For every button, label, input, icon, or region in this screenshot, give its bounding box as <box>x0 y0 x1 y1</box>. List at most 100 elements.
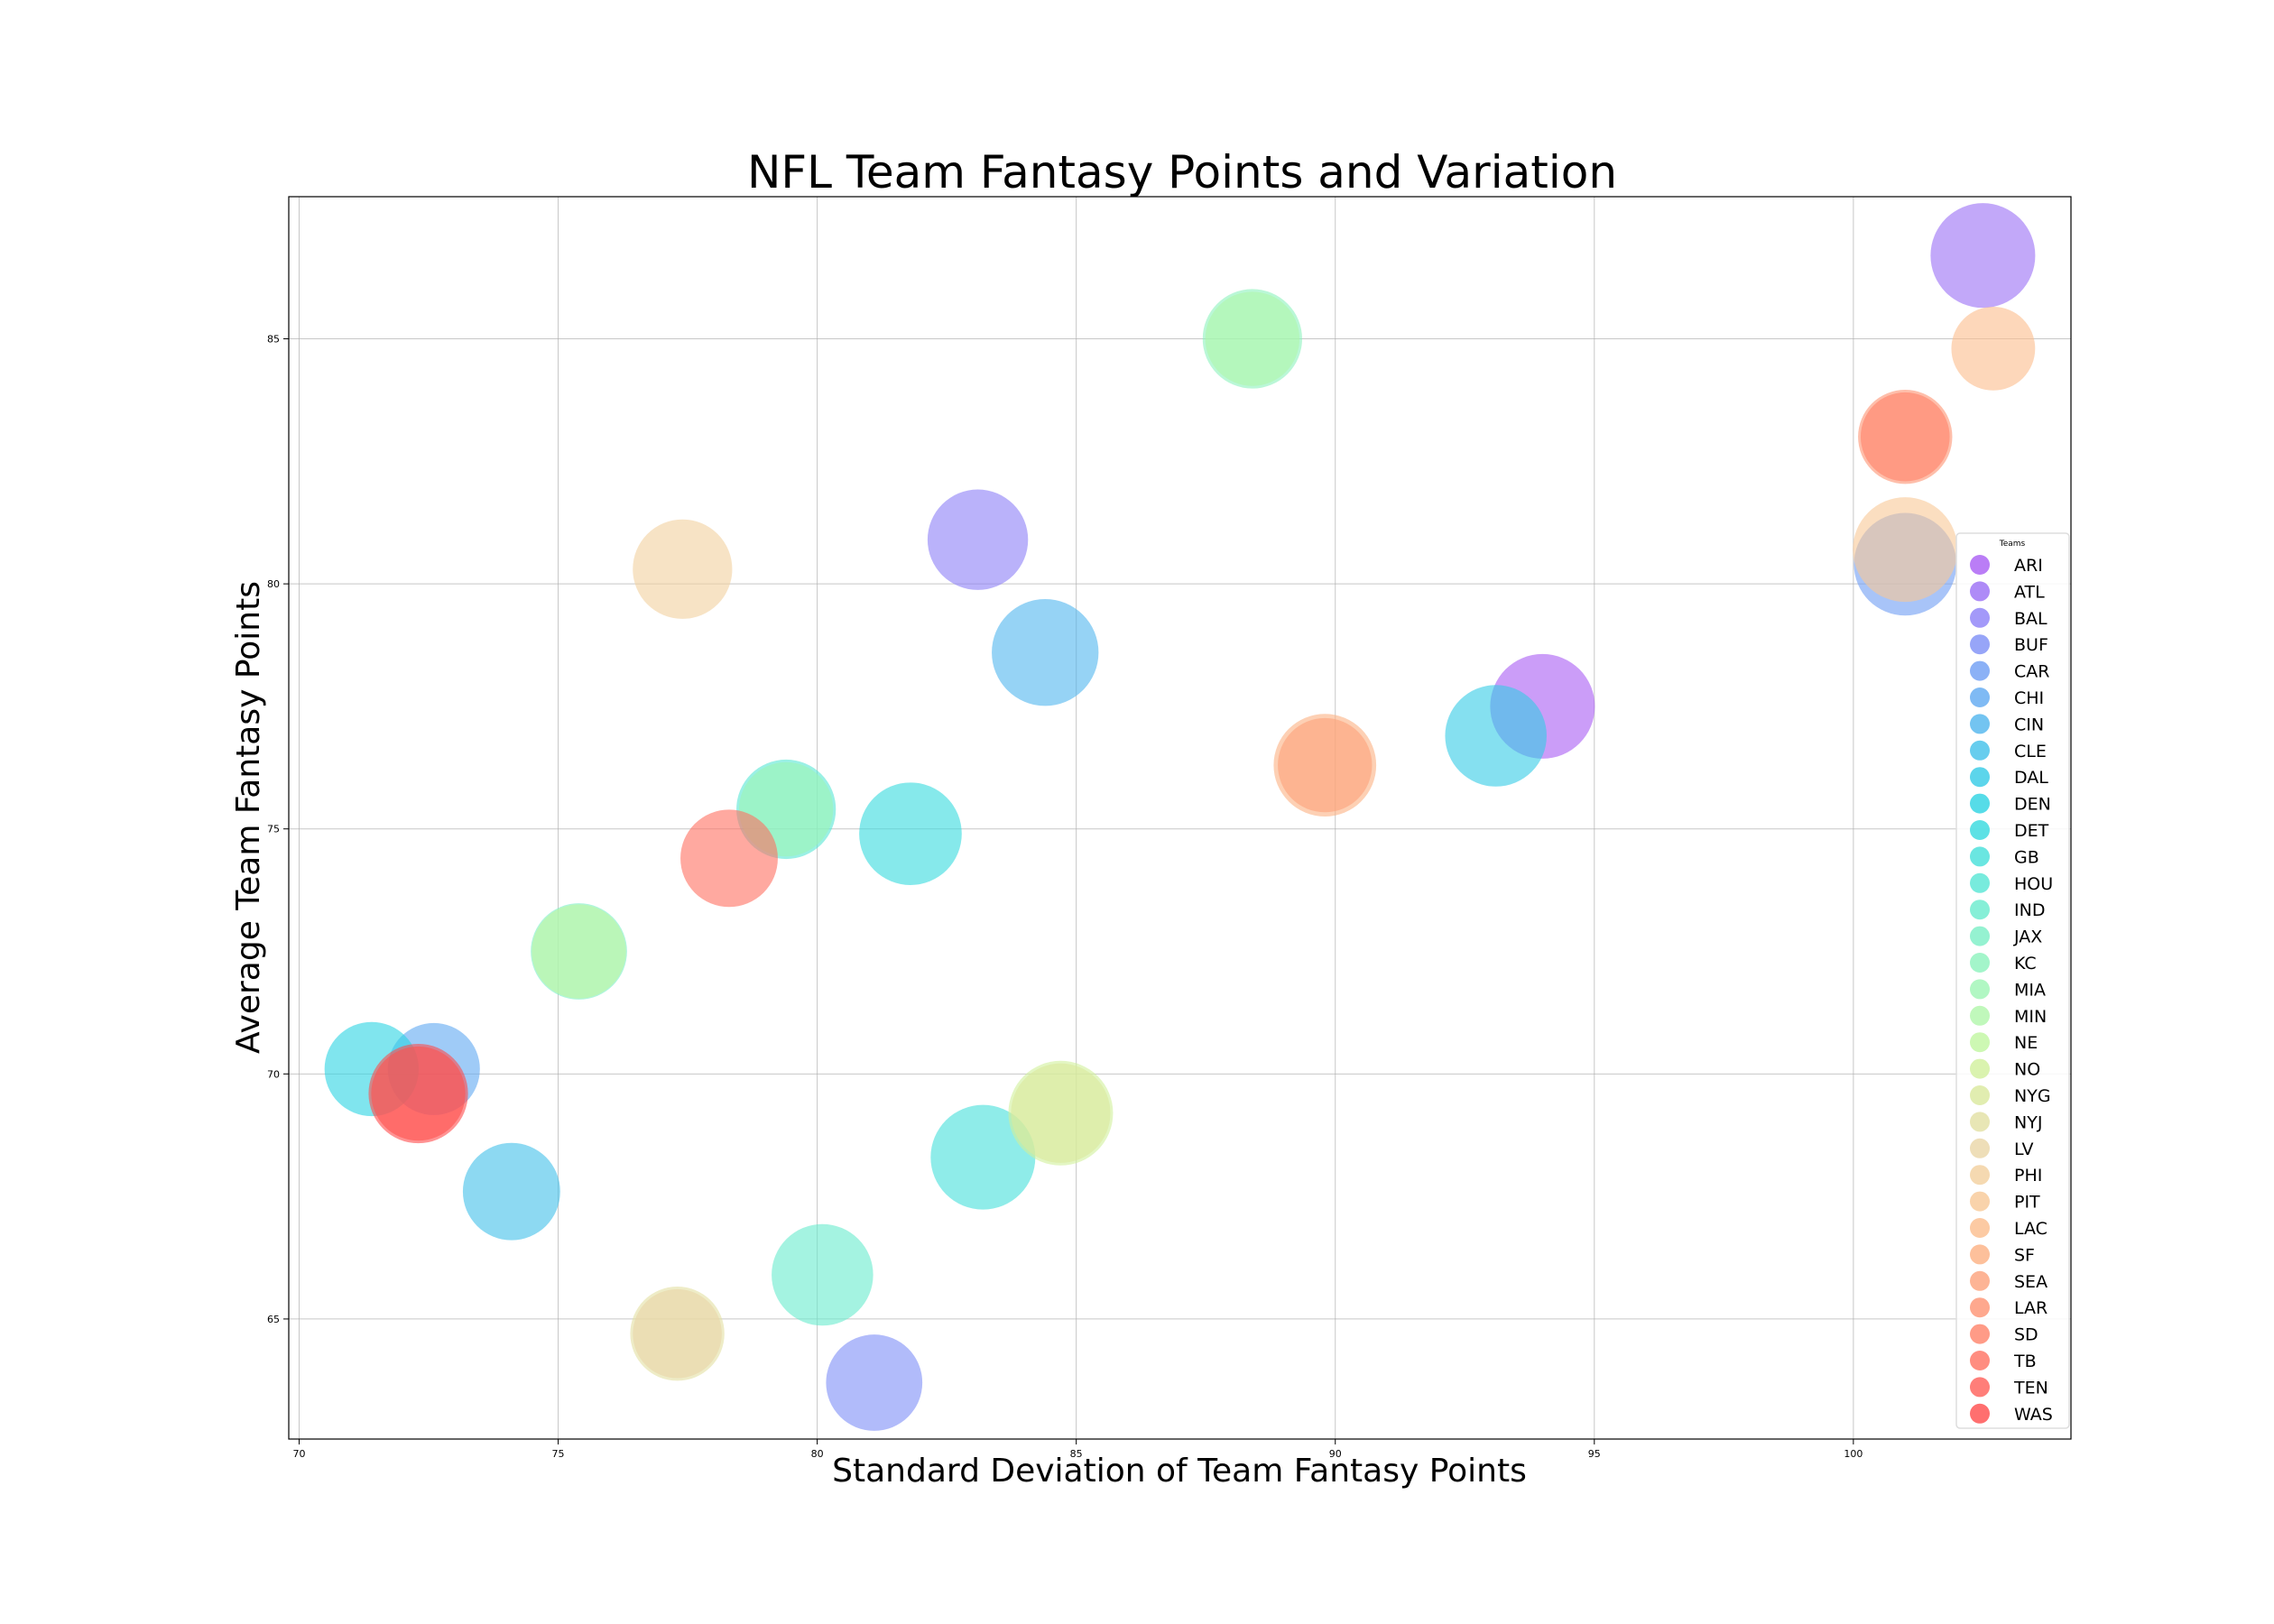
point-nyg <box>1011 1063 1111 1163</box>
point-sd <box>1860 392 1950 482</box>
point-buf <box>826 1334 923 1431</box>
legend-label-no: NO <box>2014 1060 2040 1080</box>
legend-label-min: MIN <box>2014 1007 2047 1027</box>
legend-label-car: CAR <box>2014 662 2049 682</box>
point-phi <box>633 519 733 619</box>
legend-marker-min <box>1970 1005 1990 1026</box>
y-tick-label: 70 <box>267 1068 280 1080</box>
point-atl <box>1930 203 2036 309</box>
legend-label-sea: SEA <box>2014 1272 2048 1292</box>
legend-marker-dal <box>1970 767 1990 788</box>
legend-label-pit: PIT <box>2014 1193 2040 1213</box>
x-tick-label: 90 <box>1329 1448 1342 1460</box>
legend-label-lar: LAR <box>2014 1298 2048 1318</box>
legend-label-bal: BAL <box>2014 609 2048 629</box>
legend-title: Teams <box>1999 540 2026 549</box>
legend-marker-cin <box>1970 714 1990 734</box>
legend-label-ari: ARI <box>2014 556 2043 576</box>
legend-marker-chi <box>1970 687 1990 707</box>
legend-label-cin: CIN <box>2014 715 2044 734</box>
x-axis-ticks: 70 75 80 85 90 95 100 <box>292 1439 1863 1460</box>
grid-lines <box>289 197 2071 1439</box>
legend-label-ten: TEN <box>2013 1378 2048 1398</box>
legend-label-kc: KC <box>2014 954 2037 973</box>
point-was <box>368 1043 468 1144</box>
legend-label-cle: CLE <box>2014 742 2047 761</box>
plot-frame <box>288 196 2072 1440</box>
point-lv <box>633 1288 722 1379</box>
point-det <box>859 782 962 885</box>
legend-marker-ne <box>1970 1032 1990 1053</box>
legend-label-sd: SD <box>2014 1325 2038 1345</box>
legend-marker-ten <box>1970 1377 1990 1398</box>
point-lac <box>1951 306 2036 391</box>
legend-marker-bal <box>1970 607 1990 628</box>
point-cle <box>462 1142 560 1241</box>
legend-marker-atl <box>1970 581 1990 602</box>
legend-marker-sd <box>1970 1324 1990 1344</box>
legend-label-dal: DAL <box>2014 768 2048 788</box>
data-points <box>324 203 2036 1431</box>
legend-marker-phi <box>1970 1165 1990 1186</box>
legend-marker-lar <box>1970 1297 1990 1318</box>
legend-marker-sf <box>1970 1244 1990 1265</box>
legend-label-buf: BUF <box>2014 635 2048 655</box>
x-tick-label: 100 <box>1844 1448 1863 1460</box>
legend-marker-was <box>1970 1403 1990 1424</box>
legend-label-ne: NE <box>2014 1033 2038 1053</box>
legend-marker-pit <box>1970 1191 1990 1212</box>
legend-marker-no <box>1970 1058 1990 1079</box>
legend-marker-cle <box>1970 740 1990 761</box>
legend-label-chi: CHI <box>2014 688 2044 708</box>
legend-marker-lac <box>1970 1218 1990 1238</box>
legend-marker-mia <box>1970 979 1990 1000</box>
legend-items: ARI ATL BAL BUF CAR CHI CIN CLE DAL DEN DET GB HOU IN… <box>1970 555 2053 1425</box>
legend-label-den: DEN <box>2014 795 2051 815</box>
legend-marker-lv <box>1970 1138 1990 1158</box>
legend-marker-kc <box>1970 953 1990 973</box>
legend-label-det: DET <box>2014 821 2049 841</box>
point-min <box>1205 291 1300 386</box>
legend-label-sf: SF <box>2014 1245 2035 1265</box>
legend-label-jax: JAX <box>2013 927 2042 947</box>
legend-label-atl: ATL <box>2014 582 2045 602</box>
legend-label-hou: HOU <box>2014 874 2053 894</box>
legend-marker-nyg <box>1970 1085 1990 1105</box>
legend-marker-tb <box>1970 1351 1990 1370</box>
legend-marker-car <box>1970 660 1990 681</box>
y-tick-label: 75 <box>267 824 280 835</box>
legend-marker-buf <box>1970 634 1990 655</box>
point-sea <box>1278 717 1373 813</box>
y-tick-label: 65 <box>267 1314 280 1325</box>
point-bal <box>927 489 1029 590</box>
legend-label-tb: TB <box>2013 1352 2037 1371</box>
legend-label-mia: MIA <box>2014 980 2046 1000</box>
legend-marker-ind <box>1970 900 1990 920</box>
y-tick-label: 85 <box>267 334 280 346</box>
x-tick-label: 75 <box>552 1448 565 1460</box>
legend-label-gb: GB <box>2014 847 2039 867</box>
point-gb <box>930 1104 1036 1210</box>
legend-marker-ari <box>1970 555 1990 575</box>
x-axis-label: Standard Deviation of Team Fantasy Point… <box>832 1453 1527 1490</box>
legend-label-lv: LV <box>2014 1140 2034 1159</box>
point-tb <box>680 809 778 908</box>
point-dal <box>1445 685 1547 787</box>
legend: Teams ARI ATL BAL BUF CAR CHI CIN CLE DAL DEN DET G… <box>1955 532 2070 1429</box>
legend-marker-det <box>1970 820 1990 840</box>
legend-label-nyj: NYJ <box>2014 1112 2042 1132</box>
legend-marker-jax <box>1970 926 1990 946</box>
legend-label-lac: LAC <box>2014 1219 2048 1239</box>
legend-marker-gb <box>1970 846 1990 867</box>
x-tick-label: 85 <box>1070 1448 1083 1460</box>
x-tick-label: 70 <box>292 1448 305 1460</box>
legend-label-phi: PHI <box>2014 1166 2042 1186</box>
legend-marker-nyj <box>1970 1112 1990 1132</box>
legend-label-nyg: NYG <box>2014 1086 2051 1106</box>
point-cin <box>992 599 1099 706</box>
y-tick-label: 80 <box>267 578 280 590</box>
legend-label-was: WAS <box>2014 1405 2053 1425</box>
y-axis-ticks: 65 70 75 80 85 <box>267 334 289 1325</box>
point-ind <box>772 1223 874 1326</box>
